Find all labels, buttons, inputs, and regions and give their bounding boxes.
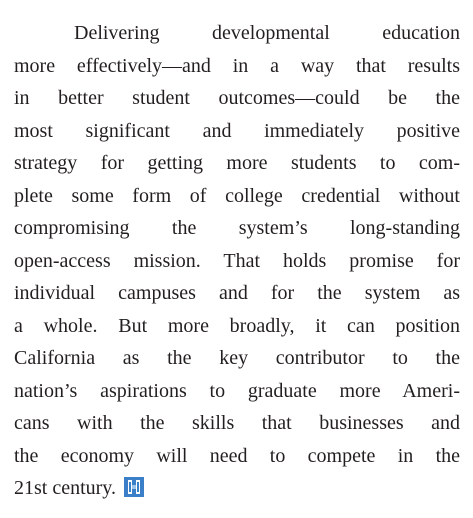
text-line: 21st century. bbox=[14, 472, 460, 505]
text-line: compromising the system’s long-standing bbox=[14, 212, 460, 245]
text-line: more effectively—and in a way that resul… bbox=[14, 50, 460, 83]
text: compromising the system’s long-standing bbox=[14, 217, 460, 239]
text-line: a whole. But more broadly, it can positi… bbox=[14, 310, 460, 343]
text: open-access mission. That holds promise … bbox=[14, 249, 460, 272]
end-mark-icon bbox=[124, 477, 145, 497]
text: individual campuses and for the system a… bbox=[14, 282, 460, 304]
text: a whole. But more broadly, it can positi… bbox=[14, 314, 460, 337]
paragraph: Delivering developmental education more e… bbox=[14, 17, 460, 505]
text: plete some form of college credential wi… bbox=[14, 184, 460, 207]
text-line: individual campuses and for the system a… bbox=[14, 277, 460, 310]
text: 21st century. bbox=[14, 477, 117, 499]
text: most significant and immediately positiv… bbox=[14, 119, 460, 142]
text: strategy for getting more students to co… bbox=[14, 152, 460, 174]
text: in better student outcomes—could be the bbox=[14, 87, 460, 109]
text: the economy will need to compete in the bbox=[14, 444, 460, 467]
text-line: in better student outcomes—could be the bbox=[14, 82, 460, 115]
text: cans with the skills that businesses and bbox=[14, 412, 460, 434]
text: more effectively—and in a way that resul… bbox=[14, 54, 460, 77]
text: nation’s aspirations to graduate more Am… bbox=[14, 379, 460, 402]
text-line: nation’s aspirations to graduate more Am… bbox=[14, 375, 460, 408]
text-line: plete some form of college credential wi… bbox=[14, 180, 460, 213]
text: California as the key contributor to the bbox=[14, 347, 460, 369]
text: Delivering developmental education bbox=[74, 22, 460, 44]
text-line: strategy for getting more students to co… bbox=[14, 147, 460, 180]
text-line: Delivering developmental education bbox=[14, 17, 460, 50]
text-line: open-access mission. That holds promise … bbox=[14, 245, 460, 278]
text-line: most significant and immediately positiv… bbox=[14, 115, 460, 148]
text-line: cans with the skills that businesses and bbox=[14, 407, 460, 440]
text-line: the economy will need to compete in the bbox=[14, 440, 460, 473]
text-line: California as the key contributor to the bbox=[14, 342, 460, 375]
